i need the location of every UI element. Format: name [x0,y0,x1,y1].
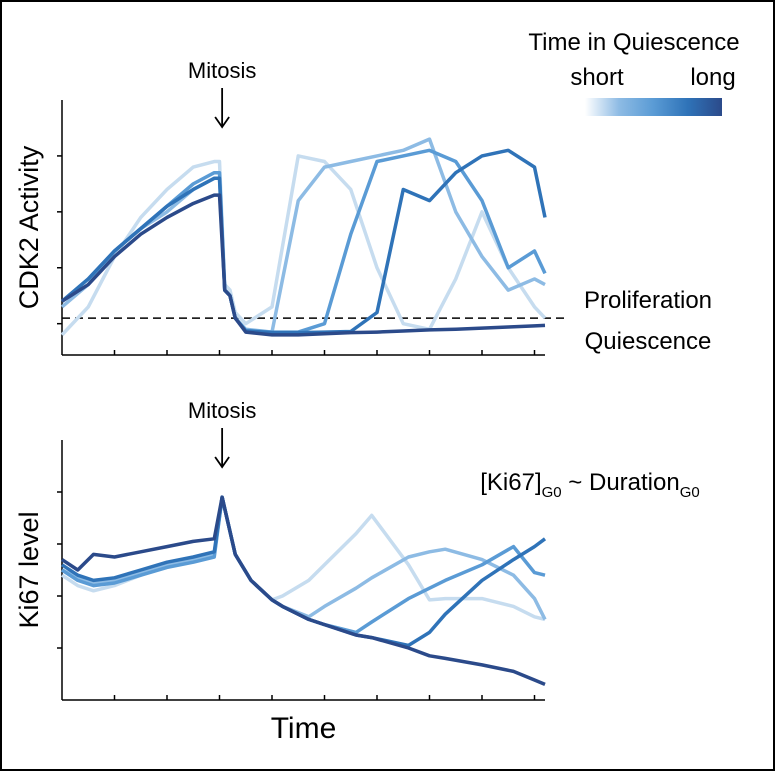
annotation-arrowhead [214,116,230,129]
colorbar-high-label: long [690,64,735,91]
colorbar-title: Time in Quiescence [528,29,739,56]
x-axis-title: Time [271,712,337,745]
annotation-arrowhead [214,456,230,469]
formula-subscript: G0 [542,484,562,501]
formula-text: [Ki67] [480,469,541,496]
formula-text: ~ Duration [562,469,680,496]
annotation-label: Mitosis [188,398,256,423]
formula: [Ki67]G0 ~ DurationG0 [480,469,699,501]
annotation-label: Mitosis [188,58,256,83]
colorbar-low-label: short [570,64,624,91]
series-line [61,495,546,687]
y-axis-title: CDK2 Activity [14,145,44,309]
threshold-upper-label: Proliferation [584,287,712,314]
threshold-lower-label: Quiescence [585,328,712,355]
y-axis-title: Ki67 level [14,511,44,628]
series-line [60,154,547,337]
formula-subscript: G0 [680,484,700,501]
series-line [61,193,546,337]
colorbar [585,98,722,116]
